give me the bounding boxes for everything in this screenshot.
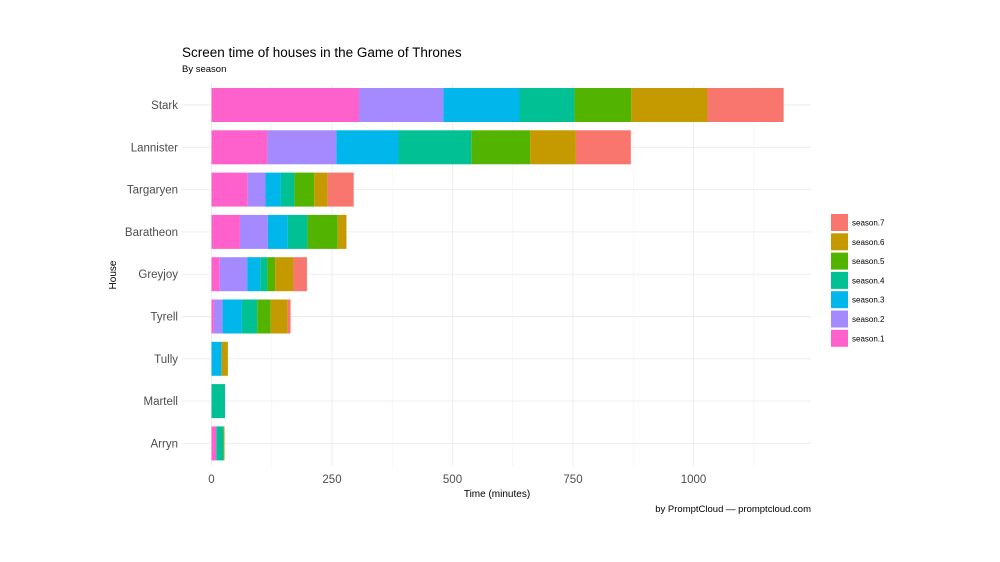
x-tick-label: 750	[563, 474, 582, 486]
bar-segment-greyjoy-season-2	[219, 257, 248, 292]
bar-segment-baratheon-season-2	[239, 214, 268, 249]
legend-key-season-7	[831, 214, 848, 231]
y-axis-tick-labels: Stark Lannister Targaryen Baratheon Greyjoy T…	[125, 100, 178, 450]
bar-segment-tyrell-season-2	[213, 299, 223, 334]
legend-key-season-1	[831, 329, 848, 347]
y-axis-title: House	[108, 260, 119, 289]
bar-segment-baratheon-season-6	[337, 214, 347, 249]
bar-segment-martell-season-4	[211, 384, 225, 419]
legend-key-season-2	[831, 310, 848, 328]
bar-segment-stark-season-6	[631, 88, 708, 122]
y-tick-label: Arryn	[151, 438, 178, 450]
x-tick-label: 1000	[681, 474, 707, 486]
bars	[211, 88, 784, 461]
bar-segment-tyrell-season-3	[222, 299, 242, 334]
legend-label: season.3	[852, 296, 885, 305]
legend-key-season-3	[831, 291, 848, 309]
bar-segment-tully-season-3	[211, 341, 222, 376]
bar-segment-baratheon-season-3	[267, 214, 288, 249]
legend-label: season.7	[852, 219, 885, 228]
bar-segment-tyrell-season-5	[257, 299, 271, 334]
bar-segment-lannister-season-3	[336, 130, 399, 165]
legend-label: season.6	[852, 238, 885, 247]
y-tick-label: Tyrell	[151, 312, 178, 324]
legend-label: season.4	[852, 276, 885, 285]
bar-segment-tyrell-season-4	[241, 299, 258, 334]
bar-segment-greyjoy-season-4	[260, 257, 268, 292]
bar-segment-targaryen-season-6	[314, 172, 328, 207]
x-tick-label: 500	[443, 474, 462, 486]
bar-segment-targaryen-season-3	[265, 172, 281, 207]
bar-segment-lannister-season-7	[575, 130, 631, 165]
y-tick-label: Stark	[151, 100, 178, 112]
bar-segment-greyjoy-season-6	[275, 257, 294, 292]
bar-segment-arryn-season-1	[211, 426, 217, 461]
bar-segment-stark-season-4	[519, 88, 575, 122]
legend-key-season-6	[831, 233, 848, 251]
legend-label: season.2	[852, 315, 885, 324]
bar-segment-greyjoy-season-1	[211, 257, 220, 292]
bar-segment-arryn-season-4	[216, 426, 224, 461]
bar-segment-stark-season-7	[707, 88, 784, 122]
y-tick-label: Targaryen	[127, 185, 178, 197]
y-tick-label: Baratheon	[125, 227, 178, 239]
bar-segment-tyrell-season-1	[211, 299, 214, 334]
bar-segment-tully-season-6	[221, 341, 228, 376]
chart-subtitle: By season	[182, 64, 226, 75]
bar-segment-targaryen-season-7	[327, 172, 354, 207]
bar-segment-baratheon-season-1	[211, 214, 240, 249]
legend-label: season.5	[852, 257, 885, 266]
y-tick-label: Tully	[154, 354, 178, 366]
x-tick-label: 0	[208, 474, 214, 486]
legend-label: season.1	[852, 334, 885, 343]
legend-key-season-4	[831, 271, 848, 289]
chart-title: Screen time of houses in the Game of Thr…	[182, 45, 462, 60]
bar-segment-stark-season-1	[211, 88, 359, 122]
y-tick-label: Martell	[143, 396, 178, 408]
bar-segment-tyrell-season-7	[287, 299, 291, 334]
chart-caption: by PromptCloud — promptcloud.com	[655, 504, 811, 515]
y-tick-label: Greyjoy	[138, 269, 178, 281]
x-axis-title: Time (minutes)	[464, 489, 530, 500]
y-tick-label: Lannister	[131, 142, 178, 154]
bar-segment-lannister-season-2	[267, 130, 337, 165]
bar-segment-targaryen-season-4	[280, 172, 295, 207]
legend: season.7 season.6 season.5 season.4 season.3…	[831, 214, 885, 347]
legend-key-season-5	[831, 252, 848, 270]
bar-segment-arryn-season-6	[223, 426, 225, 461]
bar-segment-baratheon-season-4	[287, 214, 308, 249]
bar-segment-greyjoy-season-5	[267, 257, 276, 292]
bar-segment-targaryen-season-1	[211, 172, 248, 207]
bar-segment-targaryen-season-2	[247, 172, 266, 207]
bar-segment-tyrell-season-6	[270, 299, 288, 334]
bar-segment-stark-season-5	[574, 88, 632, 122]
bar-segment-lannister-season-6	[530, 130, 576, 165]
bar-segment-baratheon-season-5	[307, 214, 338, 249]
x-tick-label: 250	[322, 474, 341, 486]
bar-segment-stark-season-2	[358, 88, 444, 122]
bar-segment-greyjoy-season-7	[293, 257, 307, 292]
bar-segment-lannister-season-5	[471, 130, 531, 165]
bar-segment-greyjoy-season-3	[247, 257, 261, 292]
bar-segment-lannister-season-4	[398, 130, 472, 165]
x-axis-tick-labels: 0 250 500 750 1000	[208, 474, 706, 486]
bar-segment-stark-season-3	[443, 88, 520, 122]
bar-segment-targaryen-season-5	[294, 172, 315, 207]
bar-segment-lannister-season-1	[211, 130, 268, 165]
